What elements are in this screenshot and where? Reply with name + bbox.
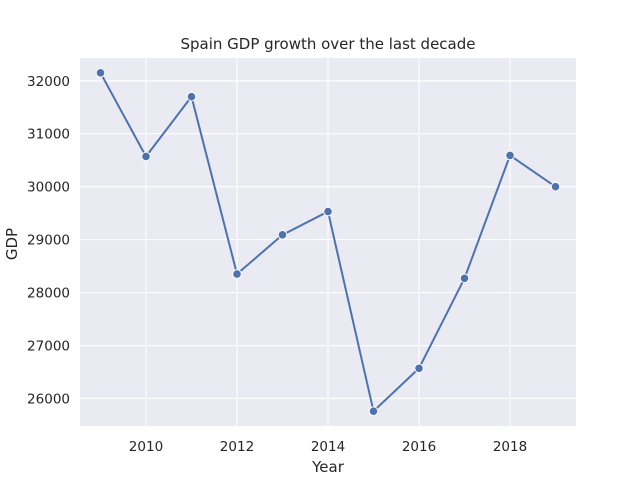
- y-tick-label: 32000: [27, 74, 70, 90]
- x-axis-label: Year: [311, 458, 345, 476]
- x-tick-label: 2014: [311, 439, 345, 455]
- x-tick-label: 2012: [220, 439, 254, 455]
- y-tick-label: 30000: [27, 180, 70, 196]
- data-point: [550, 181, 561, 192]
- data-point: [323, 206, 333, 217]
- y-tick-label: 27000: [27, 339, 70, 355]
- data-point: [459, 273, 470, 284]
- grid-lines: [80, 58, 576, 426]
- chart-title: Spain GDP growth over the last decade: [181, 35, 476, 53]
- data-point: [505, 150, 515, 161]
- y-tick-label: 28000: [27, 286, 70, 302]
- data-point: [277, 230, 288, 240]
- y-tick-label: 26000: [27, 391, 70, 407]
- y-tick-label: 29000: [27, 233, 70, 249]
- x-tick-label: 2018: [493, 439, 527, 455]
- y-tick-labels: 26000 27000 28000 29000 30000 31000 32000: [27, 74, 70, 408]
- series-group: [95, 68, 561, 416]
- x-tick-labels: 2010 2012 2014 2016 2018: [129, 439, 527, 455]
- data-point: [95, 68, 106, 78]
- x-tick-label: 2010: [129, 439, 163, 455]
- data-point: [414, 363, 424, 374]
- data-point: [368, 406, 379, 416]
- data-point: [232, 269, 242, 279]
- x-tick-label: 2016: [402, 439, 436, 455]
- y-axis-label: GDP: [3, 228, 21, 260]
- data-point: [141, 151, 151, 162]
- y-tick-label: 31000: [27, 127, 70, 143]
- data-point: [186, 91, 197, 102]
